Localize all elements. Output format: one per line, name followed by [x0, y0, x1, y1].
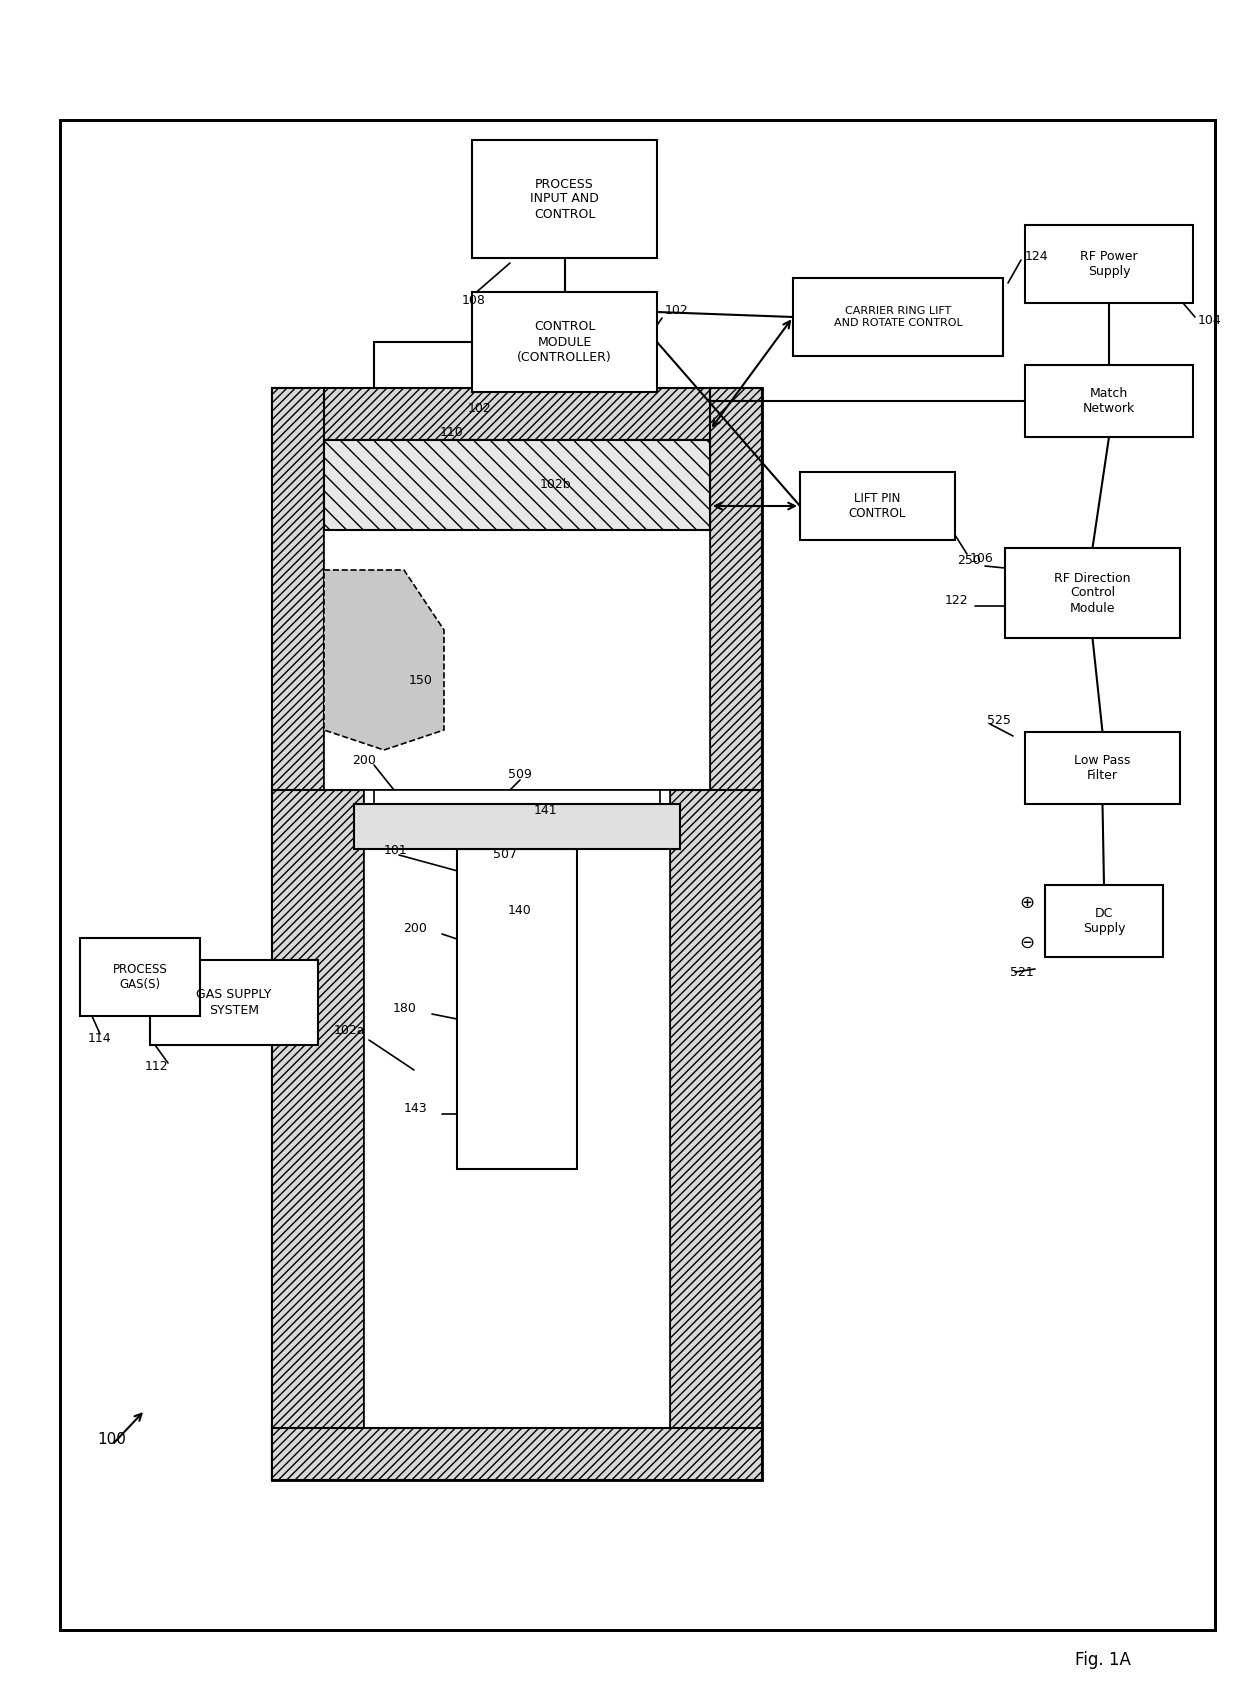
Text: 250: 250 [957, 553, 981, 567]
Bar [272, 790, 365, 1480]
Text: 140: 140 [508, 903, 532, 917]
Text: 180: 180 [393, 1002, 417, 1016]
Text: 509: 509 [508, 768, 532, 782]
Bar [800, 473, 955, 539]
Text: 102b: 102b [539, 478, 572, 492]
Bar [1004, 548, 1180, 638]
Bar [60, 119, 1215, 1630]
Text: 108: 108 [463, 294, 486, 307]
Text: 124: 124 [1025, 249, 1049, 263]
Bar [458, 848, 577, 1169]
Text: 141: 141 [533, 804, 557, 816]
Bar [272, 387, 763, 1480]
Text: RF Power
Supply: RF Power Supply [1080, 249, 1138, 278]
Text: 200: 200 [352, 753, 376, 766]
Bar [272, 1429, 763, 1480]
Text: DC
Supply: DC Supply [1083, 906, 1125, 935]
Bar [365, 790, 670, 1480]
Text: 100: 100 [98, 1432, 126, 1448]
Bar [1025, 732, 1180, 804]
Text: CONTROL
MODULE
(CONTROLLER): CONTROL MODULE (CONTROLLER) [517, 321, 611, 364]
Bar [150, 959, 317, 1045]
Bar [711, 387, 763, 929]
Bar [324, 529, 711, 790]
Text: 143: 143 [403, 1103, 427, 1115]
Text: 112: 112 [145, 1060, 169, 1074]
Bar [472, 292, 657, 393]
Text: ⊖: ⊖ [1019, 934, 1034, 953]
Text: 507: 507 [494, 848, 517, 862]
Text: 525: 525 [987, 714, 1011, 727]
Text: RF Direction
Control
Module: RF Direction Control Module [1054, 572, 1131, 615]
Text: PROCESS
GAS(S): PROCESS GAS(S) [113, 963, 167, 992]
Text: 106: 106 [970, 551, 993, 565]
Text: 102a: 102a [334, 1024, 366, 1036]
Bar [324, 440, 711, 529]
Bar [374, 790, 660, 804]
Text: 102: 102 [469, 401, 492, 415]
Bar [272, 387, 324, 1480]
Text: CARRIER RING LIFT
AND ROTATE CONTROL: CARRIER RING LIFT AND ROTATE CONTROL [833, 306, 962, 328]
Text: 110: 110 [440, 425, 464, 439]
Text: 150: 150 [409, 674, 433, 686]
Bar [60, 119, 1215, 1630]
Text: Low Pass
Filter: Low Pass Filter [1074, 754, 1131, 782]
Text: ⊕: ⊕ [1019, 894, 1034, 912]
Text: 122: 122 [945, 594, 968, 606]
Text: 200: 200 [403, 922, 427, 935]
Bar [670, 790, 763, 1480]
Bar [794, 278, 1003, 357]
Text: LIFT PIN
CONTROL: LIFT PIN CONTROL [849, 492, 906, 521]
Text: Fig. 1A: Fig. 1A [1075, 1651, 1131, 1669]
Bar [472, 140, 657, 258]
Bar [1025, 365, 1193, 437]
Bar [1025, 225, 1193, 304]
Text: 114: 114 [88, 1031, 112, 1045]
Polygon shape [324, 570, 444, 749]
Text: GAS SUPPLY
SYSTEM: GAS SUPPLY SYSTEM [196, 988, 272, 1016]
Text: Match
Network: Match Network [1083, 387, 1135, 415]
Text: PROCESS
INPUT AND
CONTROL: PROCESS INPUT AND CONTROL [529, 178, 599, 220]
Text: 104: 104 [1198, 314, 1221, 328]
Bar [81, 939, 200, 1016]
Text: 101: 101 [384, 843, 408, 857]
Bar [353, 804, 680, 848]
Bar [272, 387, 763, 440]
Text: 102: 102 [665, 304, 688, 316]
Bar [1045, 884, 1163, 958]
Text: 521: 521 [1011, 966, 1034, 978]
